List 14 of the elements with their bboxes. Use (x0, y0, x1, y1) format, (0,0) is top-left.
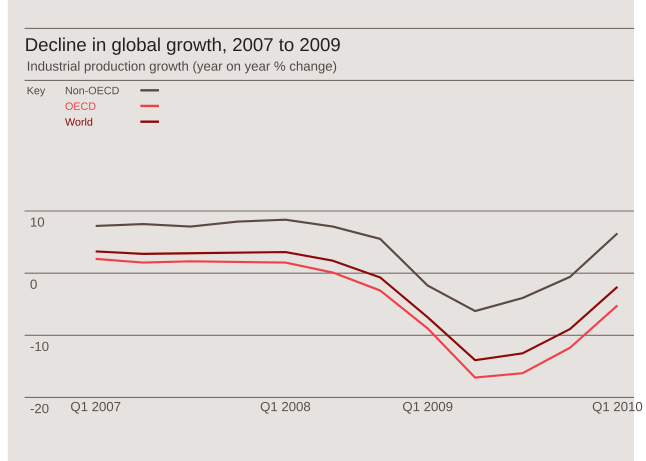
text: OECD (65, 102, 96, 110)
chart-subtitle: Industrial production growth (year on year % change) (28, 60, 336, 74)
legend-label: Non-OECD (66, 86, 119, 94)
chart-title: Decline in global growth, 2007 to 2009 (26, 37, 340, 55)
x-tick-label: Q1 2008 (260, 402, 310, 414)
y-tick-label: -20 (30, 404, 49, 414)
legend-title: Key (28, 86, 46, 96)
y-tick-label: -10 (30, 342, 49, 351)
x-tick-label: Q1 2010 (592, 402, 642, 414)
text: World (65, 118, 92, 126)
x-tick-label: Q1 2009 (403, 402, 452, 414)
y-tick-label: 0 (30, 279, 37, 289)
y-tick-label: 10 (30, 217, 44, 227)
x-tick-label: Q1 2007 (71, 402, 120, 414)
